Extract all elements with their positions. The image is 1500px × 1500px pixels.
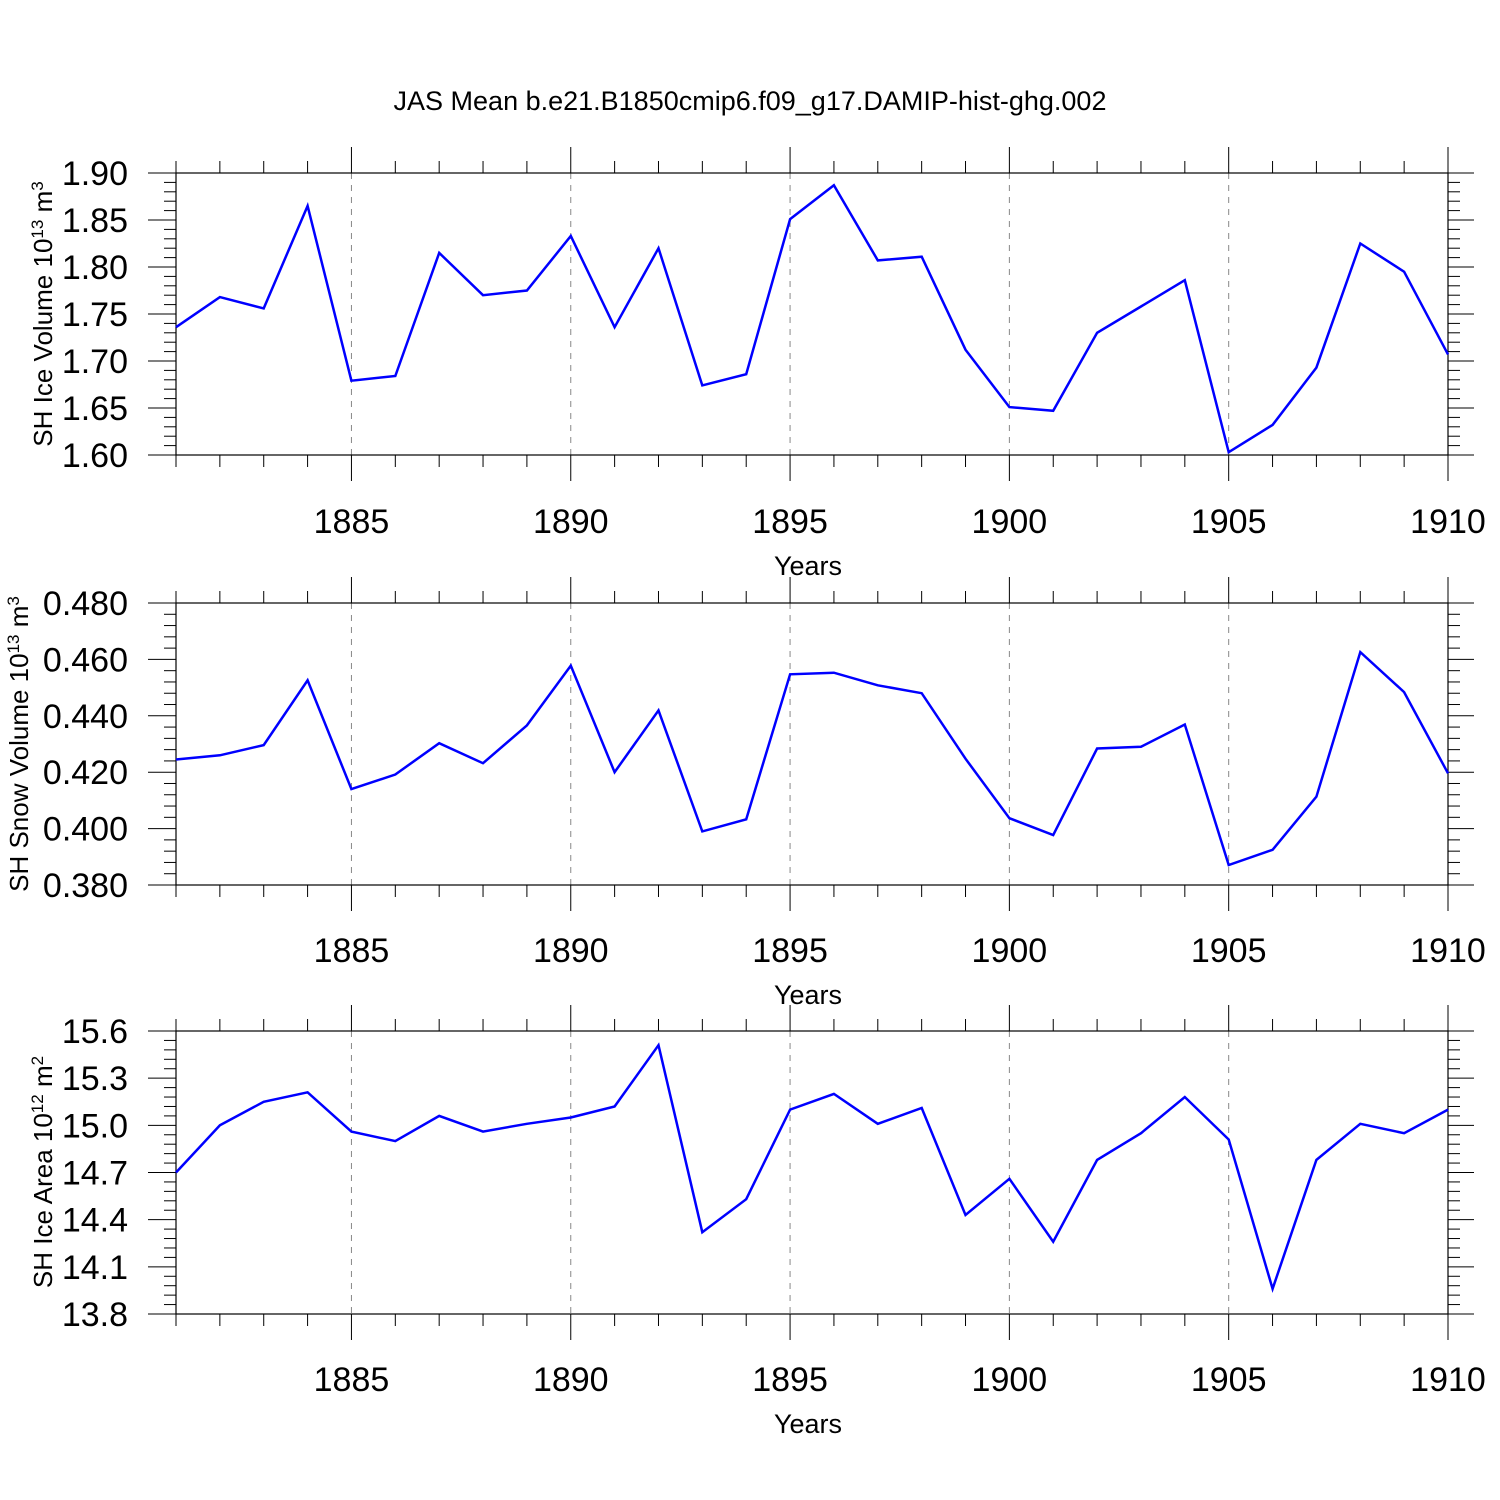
x-tick-label: 1910 [1410,503,1486,541]
y-tick-label: 14.7 [62,1155,128,1193]
panel-1: 1885 1890 1895 1900 1905 1910 1.60 1.65 1.70 1.75… [28,147,1486,581]
y-tick-label: 1.70 [62,343,128,381]
y-axis-label: SH Ice Volume 1013 m3 [28,181,59,446]
y-tick-label: 1.85 [62,202,128,240]
x-tick-label: 1900 [972,503,1048,541]
x-tick-label: 1890 [533,503,609,541]
y-axis-label-text: m [28,191,58,220]
y-axis-label-superscript: 13 [4,634,23,653]
x-axis-label: Years [774,1409,842,1439]
y-tick-label: 1.75 [62,296,128,334]
y-axis-label-text: SH Ice Area 10 [28,1113,58,1288]
x-tick-label: 1905 [1191,1361,1267,1399]
x-tick-label: 1910 [1410,932,1486,970]
y-tick-label: 1.65 [62,390,128,428]
y-axis-label-text: SH Snow Volume 10 [4,653,34,891]
x-tick-label: 1885 [314,1361,390,1399]
plot-frame [175,602,1449,886]
y-axis-label-superscript: 12 [28,1094,47,1113]
y-axis-label-superscript: 13 [28,220,47,239]
y-tick-label: 13.8 [62,1296,128,1334]
y-axis-label-superscript: 3 [28,181,47,190]
x-tick-label: 1900 [972,1361,1048,1399]
y-axis-label-text: m [4,606,34,635]
y-tick-label: 0.380 [43,867,128,905]
x-tick-label: 1895 [752,503,828,541]
y-tick-label: 15.0 [62,1107,128,1145]
y-tick-label: 15.6 [62,1013,128,1051]
x-tick-label: 1905 [1191,503,1267,541]
x-axis-label: Years [774,551,842,581]
x-tick-label: 1905 [1191,932,1267,970]
y-axis-label-text: SH Ice Volume 10 [28,239,58,447]
y-axis-label-superscript: 3 [4,596,23,605]
y-tick-label: 15.3 [62,1060,128,1098]
x-axis-label: Years [774,980,842,1010]
y-tick-label: 0.440 [43,698,128,736]
x-tick-label: 1910 [1410,1361,1486,1399]
panel-2: 1885 1890 1895 1900 1905 1910 0.380 0.400 0.420 0… [4,577,1486,1010]
x-tick-label: 1885 [314,932,390,970]
x-tick-label: 1890 [533,1361,609,1399]
y-tick-label: 0.480 [43,585,128,623]
plot-frame [175,172,1449,456]
x-tick-label: 1885 [314,503,390,541]
x-tick-label: 1895 [752,932,828,970]
y-axis-label-superscript: 2 [28,1056,47,1065]
chart-title: JAS Mean b.e21.B1850cmip6.f09_g17.DAMIP-… [394,86,1107,116]
x-tick-label: 1900 [972,932,1048,970]
y-tick-label: 1.80 [62,249,128,287]
y-tick-label: 0.400 [43,811,128,849]
series-line [175,1042,1449,1293]
series-line [175,649,1450,867]
x-tick-label: 1895 [752,1361,828,1399]
y-tick-label: 0.420 [43,754,128,792]
y-tick-label: 14.4 [62,1202,128,1240]
y-tick-label: 0.460 [43,641,128,679]
chart-panels: 1885 1890 1895 1900 1905 1910 1.60 1.65 1.70 1.75… [4,147,1486,1439]
y-tick-label: 14.1 [62,1249,128,1287]
x-tick-label: 1890 [533,932,609,970]
series-line [175,183,1450,455]
y-tick-label: 1.90 [62,155,128,193]
panel-3: 1885 1890 1895 1900 1905 1910 13.8 14.1 14.4 14.7… [28,1005,1486,1439]
y-axis-label: SH Ice Area 1012 m2 [28,1056,59,1288]
y-axis-label-text: m [28,1065,58,1094]
plot-frame [175,1030,1449,1315]
y-axis-label: SH Snow Volume 1013 m3 [4,596,35,892]
y-tick-label: 1.60 [62,437,128,475]
